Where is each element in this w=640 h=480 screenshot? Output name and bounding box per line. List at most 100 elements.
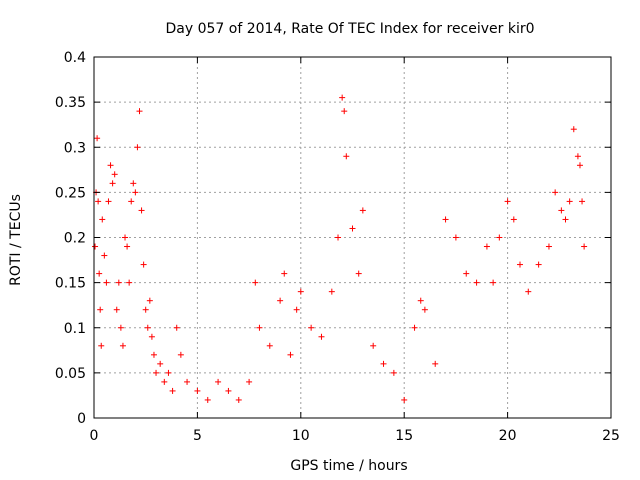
x-tick-label: 20: [499, 428, 517, 444]
points-layer: [92, 94, 588, 403]
data-point: [119, 342, 126, 349]
data-point: [169, 387, 176, 394]
data-point: [115, 279, 122, 286]
data-point: [225, 387, 232, 394]
data-point: [146, 297, 153, 304]
data-point: [287, 351, 294, 358]
y-tick-label: 0.1: [64, 321, 86, 337]
x-axis-label: GPS time / hours: [290, 458, 407, 474]
data-point: [558, 207, 565, 214]
data-point: [510, 216, 517, 223]
data-point: [101, 252, 108, 259]
data-point: [535, 261, 542, 268]
data-point: [452, 234, 459, 241]
data-point: [99, 216, 106, 223]
data-point: [390, 369, 397, 376]
data-point: [96, 270, 103, 277]
data-point: [328, 288, 335, 295]
y-tick-label: 0.05: [55, 366, 86, 382]
y-tick-label: 0: [77, 411, 86, 427]
chart-title: Day 057 of 2014, Rate Of TEC Index for r…: [165, 21, 534, 37]
y-tick-label: 0.15: [55, 276, 86, 292]
data-point: [463, 270, 470, 277]
data-point: [576, 162, 583, 169]
y-tick-label: 0.3: [64, 140, 86, 156]
data-point: [339, 94, 346, 101]
data-point: [266, 342, 273, 349]
data-point: [256, 324, 263, 331]
x-tick-label: 10: [292, 428, 310, 444]
data-point: [442, 216, 449, 223]
data-point: [113, 306, 120, 313]
x-tick-label: 5: [193, 428, 202, 444]
data-point: [140, 261, 147, 268]
data-point: [566, 198, 573, 205]
data-point: [496, 234, 503, 241]
data-point: [97, 306, 104, 313]
data-point: [130, 180, 137, 187]
x-tick-label: 25: [602, 428, 620, 444]
data-point: [150, 351, 157, 358]
data-point: [545, 243, 552, 250]
data-point: [122, 234, 129, 241]
data-point: [215, 378, 222, 385]
data-point: [308, 324, 315, 331]
data-point: [411, 324, 418, 331]
data-point: [517, 261, 524, 268]
data-point: [293, 306, 300, 313]
data-point: [581, 243, 588, 250]
y-tick-label: 0.35: [55, 95, 86, 111]
y-tick-label: 0.25: [55, 185, 86, 201]
x-tick-label: 0: [90, 428, 99, 444]
y-tick-label: 0.2: [64, 231, 86, 247]
data-point: [473, 279, 480, 286]
data-point: [165, 369, 172, 376]
data-point: [105, 198, 112, 205]
data-point: [562, 216, 569, 223]
data-point: [124, 243, 131, 250]
data-point: [483, 243, 490, 250]
data-point: [574, 153, 581, 160]
y-tick-label: 0.4: [64, 50, 86, 66]
data-point: [579, 198, 586, 205]
data-point: [432, 360, 439, 367]
data-point: [349, 225, 356, 232]
data-point: [318, 333, 325, 340]
data-point: [138, 207, 145, 214]
grid-layer: [94, 57, 611, 418]
data-point: [153, 369, 160, 376]
data-point: [235, 396, 242, 403]
data-point: [126, 279, 133, 286]
data-point: [107, 162, 114, 169]
data-point: [417, 297, 424, 304]
data-point: [401, 396, 408, 403]
data-point: [359, 207, 366, 214]
data-point: [136, 108, 143, 115]
data-point: [252, 279, 259, 286]
data-point: [173, 324, 180, 331]
ticks-layer: 0 5 10 15 20 25 0 0.05 0.1 0.15 0.2 0.25 0.3 0.35 0.4: [55, 50, 620, 444]
data-point: [117, 324, 124, 331]
data-point: [246, 378, 253, 385]
data-point: [109, 180, 116, 187]
data-point: [148, 333, 155, 340]
data-point: [297, 288, 304, 295]
data-point: [144, 324, 151, 331]
data-point: [103, 279, 110, 286]
data-point: [161, 378, 168, 385]
data-point: [341, 108, 348, 115]
data-point: [281, 270, 288, 277]
data-point: [525, 288, 532, 295]
data-point: [128, 198, 135, 205]
data-point: [111, 171, 118, 178]
data-point: [277, 297, 284, 304]
data-point: [552, 189, 559, 196]
data-point: [134, 144, 141, 151]
data-point: [92, 243, 99, 250]
data-point: [132, 189, 139, 196]
data-point: [204, 396, 211, 403]
data-point: [570, 126, 577, 133]
plot-frame: [93, 56, 612, 419]
